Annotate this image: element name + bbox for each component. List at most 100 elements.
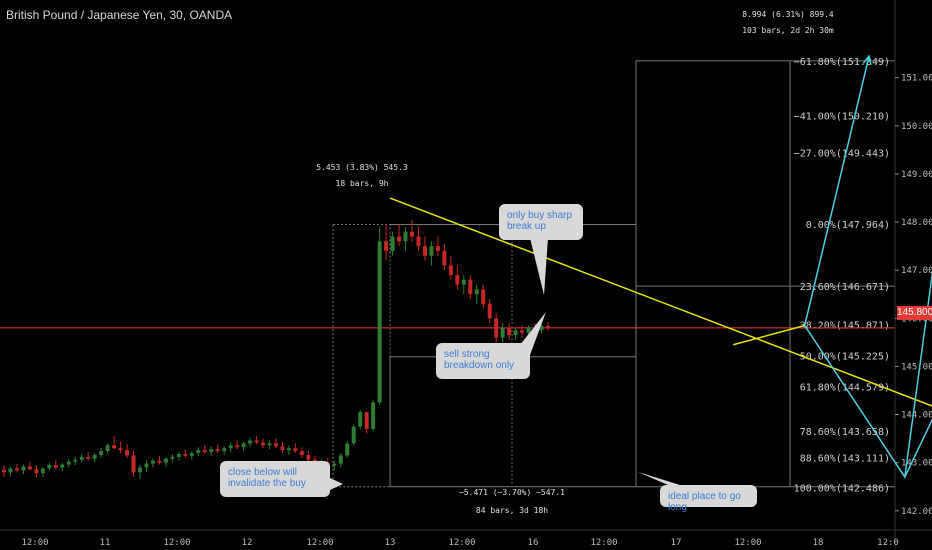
candle-body	[384, 241, 389, 251]
target-range-bars: 103 bars, 2d 2h 30m	[742, 26, 834, 35]
x-tick-label: 12	[242, 538, 253, 548]
y-tick-label: 150.000	[901, 122, 932, 132]
candle-body	[202, 450, 207, 453]
x-tick-label: 12:00	[590, 538, 617, 548]
candle-body	[196, 450, 201, 454]
candle-body	[92, 454, 97, 459]
x-tick-label: 12:00	[448, 538, 475, 548]
callout-ideal-long: ideal place to go long	[660, 485, 757, 513]
candle-body	[189, 453, 194, 456]
candle-body	[267, 443, 272, 446]
candle-body	[455, 275, 460, 285]
arrow-head	[862, 54, 872, 66]
y-tick-label: 144.000	[901, 411, 932, 421]
candle-body	[254, 440, 259, 443]
bottom-range-bars: 84 bars, 3d 18h	[476, 506, 548, 515]
candle-body	[2, 469, 6, 473]
candle-body	[338, 455, 343, 464]
candle-body	[274, 443, 278, 447]
candle-body	[40, 468, 45, 474]
y-tick-label: 149.000	[901, 170, 932, 180]
candle-body	[286, 448, 291, 451]
candle-body	[118, 448, 123, 451]
candle-body	[526, 327, 531, 333]
symbol-title: British Pound / Japanese Yen, 30, OANDA	[6, 8, 233, 22]
candle-body	[448, 265, 453, 275]
candle-body	[8, 468, 13, 473]
y-tick-label: 147.000	[901, 266, 932, 276]
candle-body	[390, 236, 395, 251]
candle-body	[539, 326, 544, 330]
candle-body	[513, 330, 518, 336]
candle-body	[14, 468, 19, 471]
callout-invalidate: close below will invalidate the buy	[220, 461, 330, 497]
candle-body	[215, 449, 220, 452]
candle-body	[377, 241, 382, 403]
fib-level-label: −41.00%(150.210)	[794, 112, 890, 123]
y-tick-label: 148.000	[901, 218, 932, 228]
candle-body	[79, 456, 84, 460]
fib-level-label: 78.60%(143.658)	[800, 427, 890, 438]
fib-level-label: 61.80%(144.579)	[800, 383, 890, 394]
candle-body	[546, 326, 550, 328]
y-tick-label: 143.000	[901, 459, 932, 469]
candle-body	[442, 250, 447, 266]
candle-body	[60, 464, 65, 468]
fib-level-label: −27.00%(149.443)	[794, 149, 890, 160]
candle-body	[176, 453, 181, 457]
callout-pointer	[330, 478, 343, 490]
candle-body	[520, 330, 525, 333]
candle-body	[66, 461, 71, 465]
candle-body	[99, 451, 104, 455]
fib-level-label: 88.60%(143.111)	[800, 453, 890, 464]
candle-body	[371, 402, 376, 429]
candle-body	[397, 236, 402, 242]
candle-body	[131, 455, 136, 473]
candle-body	[125, 450, 130, 456]
candle-body	[364, 412, 369, 429]
candle-body	[53, 465, 58, 468]
bottom-range-value: −5.471 (−3.70%) −547.1	[459, 488, 565, 497]
candle-body	[461, 279, 466, 285]
candle-body	[112, 445, 117, 449]
candle-body	[170, 456, 175, 459]
x-tick-label: 18	[813, 538, 824, 548]
candle-body	[435, 246, 440, 251]
candle-body	[86, 456, 91, 459]
candle-body	[306, 454, 311, 460]
candle-body	[105, 445, 110, 452]
candle-body	[21, 466, 26, 471]
candle-body	[209, 449, 214, 453]
candle-body	[410, 231, 414, 237]
trendline	[389, 197, 932, 407]
y-tick-label: 145.000	[901, 362, 932, 372]
candle-body	[138, 467, 142, 473]
candle-body	[34, 469, 39, 474]
candle-body	[299, 451, 304, 455]
callout-pointer	[530, 238, 548, 295]
candle-body	[481, 289, 486, 304]
candle-body	[248, 440, 253, 444]
x-tick-label: 13	[385, 538, 396, 548]
top-range-value: 5.453 (3.83%) 545.3	[316, 163, 408, 172]
candle-body	[351, 426, 356, 444]
candle-body	[487, 303, 492, 319]
candle-body	[235, 445, 240, 448]
candle-body	[228, 445, 233, 449]
target-range-value: 8.994 (6.31%) 899.4	[742, 10, 834, 19]
projection-arrow	[803, 55, 870, 326]
candle-body	[332, 463, 337, 466]
candle-body	[293, 448, 298, 452]
x-tick-label: 12:00	[163, 538, 190, 548]
callout-pointer	[638, 472, 680, 485]
candle-body	[422, 246, 427, 256]
candle-body	[507, 327, 512, 336]
y-tick-label: 142.000	[901, 507, 932, 517]
trendline	[733, 324, 805, 346]
candle-body	[345, 443, 350, 456]
x-tick-label: 12:00	[306, 538, 333, 548]
candle-body	[494, 318, 499, 338]
candle-body	[280, 446, 285, 451]
x-tick-label: 12:00	[21, 538, 48, 548]
